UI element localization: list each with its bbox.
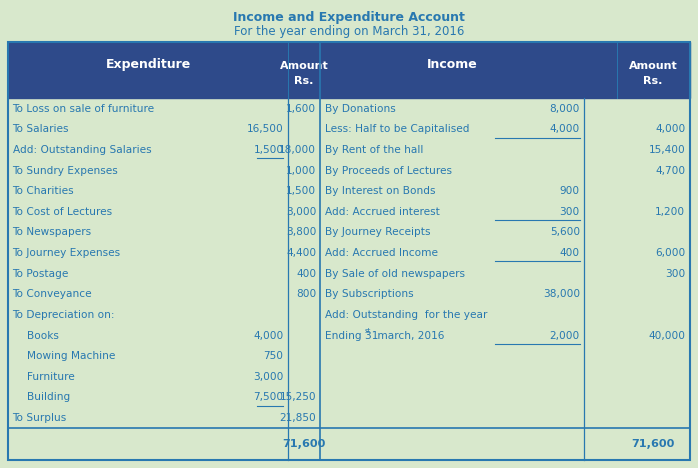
Text: Add: Outstanding Salaries: Add: Outstanding Salaries — [13, 145, 151, 155]
Text: For the year ending on March 31, 2016: For the year ending on March 31, 2016 — [234, 25, 464, 38]
Text: To Cost of Lectures: To Cost of Lectures — [13, 207, 112, 217]
Text: 4,000: 4,000 — [253, 330, 283, 341]
Text: 18,000: 18,000 — [279, 145, 316, 155]
Text: 1,500: 1,500 — [253, 145, 283, 155]
Text: To Loss on sale of furniture: To Loss on sale of furniture — [13, 104, 155, 114]
Text: 40,000: 40,000 — [648, 330, 685, 341]
Text: 15,250: 15,250 — [280, 392, 316, 402]
Bar — [8, 42, 690, 460]
Text: 7,500: 7,500 — [253, 392, 283, 402]
Text: Less: Half to be Capitalised: Less: Half to be Capitalised — [325, 124, 469, 134]
Text: 4,400: 4,400 — [286, 248, 316, 258]
Text: To Journey Expenses: To Journey Expenses — [13, 248, 121, 258]
Text: 3,000: 3,000 — [285, 207, 316, 217]
Text: 16,500: 16,500 — [247, 124, 283, 134]
Text: To Charities: To Charities — [13, 186, 74, 196]
Text: By Subscriptions: By Subscriptions — [325, 289, 413, 300]
Text: Add: Accrued interest: Add: Accrued interest — [325, 207, 440, 217]
Text: By Sale of old newspapers: By Sale of old newspapers — [325, 269, 465, 278]
Text: Income and Expenditure Account: Income and Expenditure Account — [233, 11, 465, 24]
Text: 300: 300 — [560, 207, 580, 217]
Text: Amount: Amount — [280, 61, 329, 71]
Text: By Interest on Bonds: By Interest on Bonds — [325, 186, 435, 196]
Text: By Proceeds of Lectures: By Proceeds of Lectures — [325, 166, 452, 176]
Text: 71,600: 71,600 — [283, 439, 326, 449]
Text: 4,000: 4,000 — [549, 124, 580, 134]
Text: 400: 400 — [560, 248, 580, 258]
Text: Expenditure: Expenditure — [105, 58, 191, 71]
Text: 15,400: 15,400 — [648, 145, 685, 155]
Text: 1,500: 1,500 — [286, 186, 316, 196]
Text: 1,000: 1,000 — [286, 166, 316, 176]
Text: 3,800: 3,800 — [285, 227, 316, 237]
Text: Amount: Amount — [629, 61, 678, 71]
Text: To Sundry Expenses: To Sundry Expenses — [13, 166, 119, 176]
Text: march, 2016: march, 2016 — [374, 330, 445, 341]
Text: To Surplus: To Surplus — [13, 413, 67, 423]
Text: To Postage: To Postage — [13, 269, 69, 278]
Text: 800: 800 — [296, 289, 316, 300]
Text: 21,850: 21,850 — [279, 413, 316, 423]
Text: 300: 300 — [665, 269, 685, 278]
Text: Building: Building — [27, 392, 70, 402]
Text: 71,600: 71,600 — [632, 439, 675, 449]
Text: Income: Income — [427, 58, 477, 71]
Text: Rs.: Rs. — [295, 76, 313, 86]
Text: 5,600: 5,600 — [550, 227, 580, 237]
Text: Ending 31: Ending 31 — [325, 330, 378, 341]
Text: Rs.: Rs. — [644, 76, 663, 86]
Text: Furniture: Furniture — [27, 372, 74, 382]
Bar — [320, 42, 690, 98]
Text: To Conveyance: To Conveyance — [13, 289, 92, 300]
Text: 3,000: 3,000 — [253, 372, 283, 382]
Text: 2,000: 2,000 — [549, 330, 580, 341]
Text: By Journey Receipts: By Journey Receipts — [325, 227, 430, 237]
Text: 1,200: 1,200 — [655, 207, 685, 217]
Text: 400: 400 — [296, 269, 316, 278]
Text: Books: Books — [27, 330, 59, 341]
Text: Add: Accrued Income: Add: Accrued Income — [325, 248, 438, 258]
Text: 8,000: 8,000 — [549, 104, 580, 114]
Text: By Rent of the hall: By Rent of the hall — [325, 145, 423, 155]
Text: 6,000: 6,000 — [655, 248, 685, 258]
Text: Add: Outstanding  for the year: Add: Outstanding for the year — [325, 310, 487, 320]
Text: st: st — [365, 328, 371, 334]
Text: Mowing Machine: Mowing Machine — [27, 351, 115, 361]
Text: 38,000: 38,000 — [543, 289, 580, 300]
Text: 900: 900 — [560, 186, 580, 196]
Text: 4,000: 4,000 — [655, 124, 685, 134]
Text: 1,600: 1,600 — [286, 104, 316, 114]
Text: 750: 750 — [264, 351, 283, 361]
Text: By Donations: By Donations — [325, 104, 395, 114]
Text: To Depreciation on:: To Depreciation on: — [13, 310, 115, 320]
Bar — [8, 42, 320, 98]
Text: To Newspapers: To Newspapers — [13, 227, 91, 237]
Text: 4,700: 4,700 — [655, 166, 685, 176]
Text: To Salaries: To Salaries — [13, 124, 69, 134]
